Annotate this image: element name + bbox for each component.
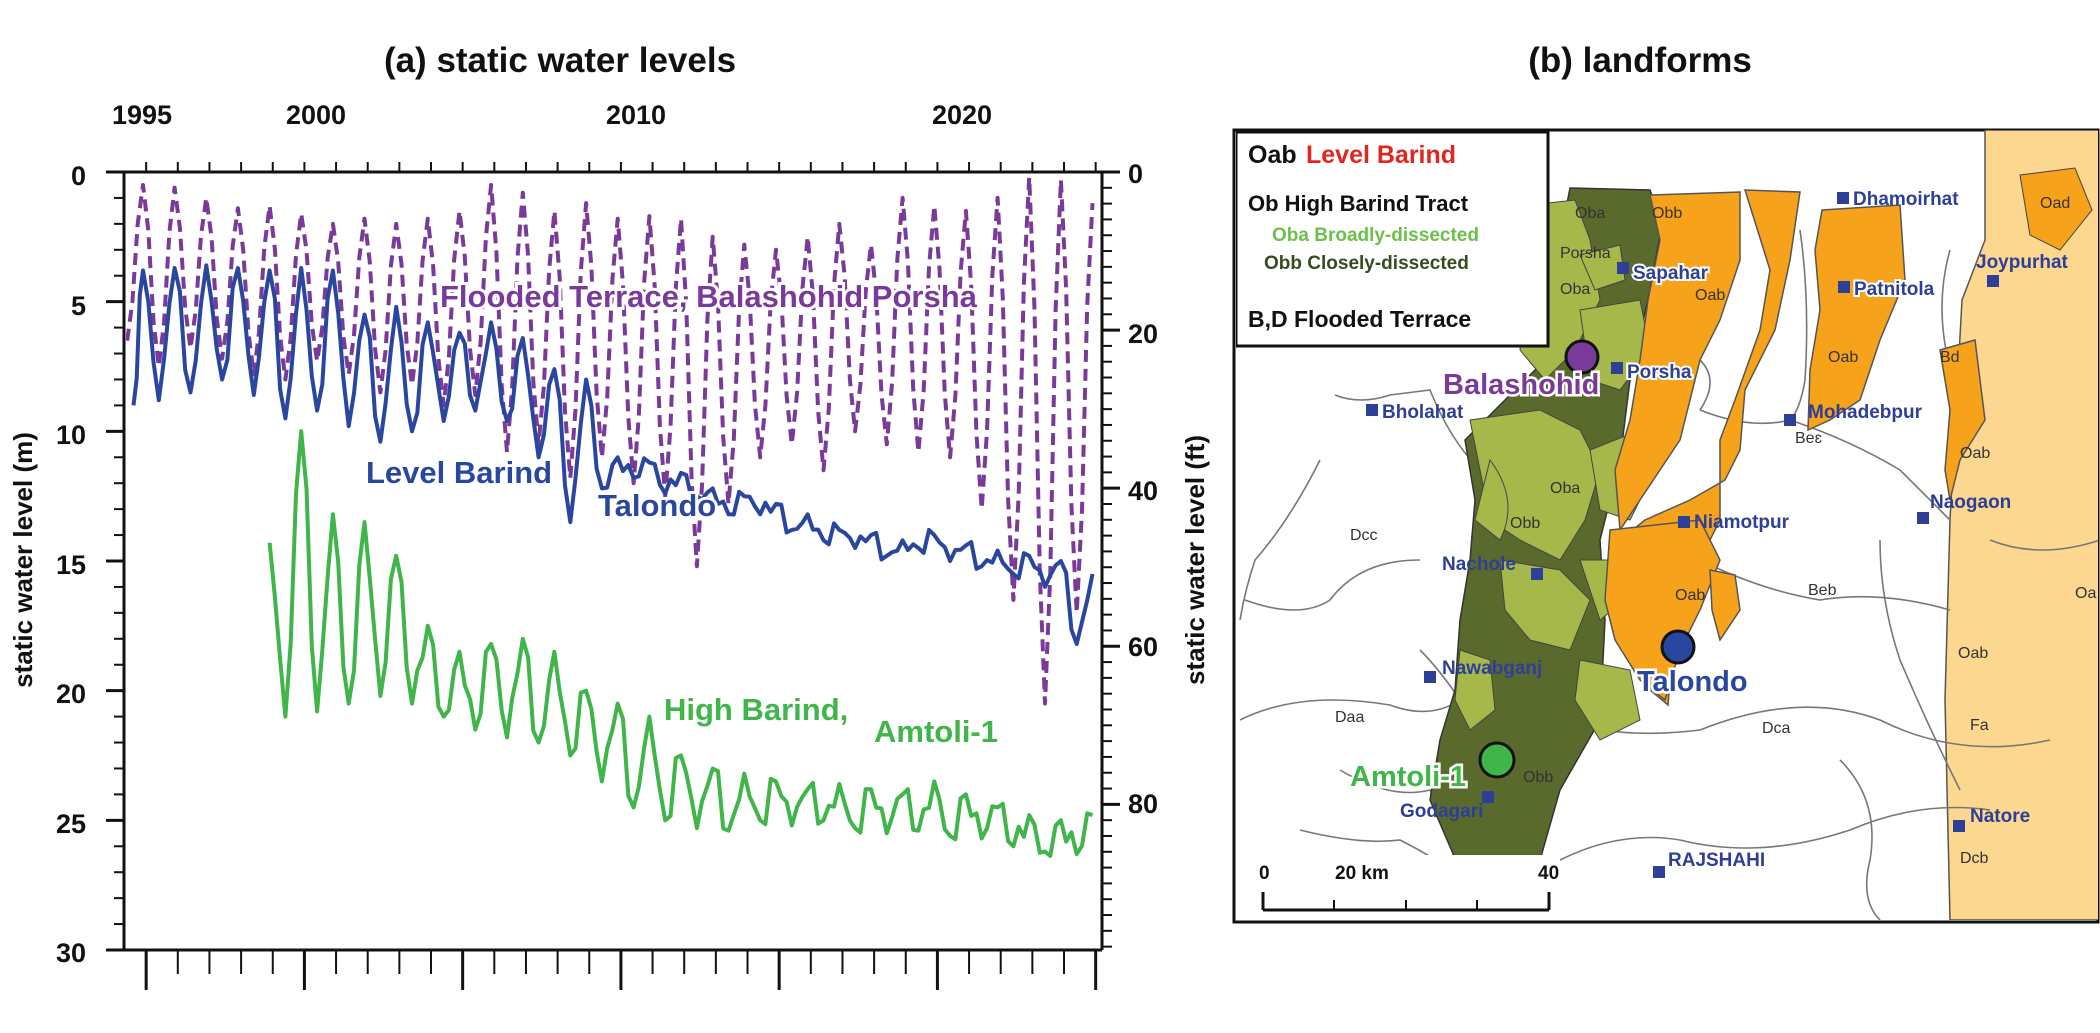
oad-patch [2019,167,2093,251]
x-tick-label: 2020 [932,100,992,130]
y-right-tick-label: 60 [1128,632,1158,662]
unit-label: Porsha [1560,245,1611,262]
unit-label: Oab [1958,645,1988,662]
site-marker-amtoli [1478,741,1516,779]
town-joypurhat: Joypurhat [1976,252,2069,273]
annotation-talondo: Talondo [598,488,716,523]
town-niamotpur: Niamotpur [1694,512,1790,533]
town-mohadebpur: Mohadebpur [1808,402,1923,423]
unit-label: Oba [1575,205,1605,222]
town-godagari: Godagari [1400,801,1483,822]
y-right-tick-label: 80 [1128,789,1158,819]
x-tick-label: 2010 [606,100,666,130]
site-marker-balashohid [1564,339,1600,375]
series-line-talondo [131,263,1095,646]
legend-box [1236,130,1550,348]
unit-label: Obb [1510,515,1540,532]
x-tick-label: 2000 [286,100,346,130]
scale-label-40: 40 [1538,863,1559,884]
unit-label: Oba [1560,281,1590,298]
unit-label: Oab [1828,349,1858,366]
site-label-balashohid: Balashohid [1443,369,1599,401]
y-right-tick-label: 20 [1128,319,1158,349]
town-patnitola: Patnitola [1854,279,1935,300]
unit-label: Oba [1550,480,1580,497]
town-labels: Dhamoirhat Sapahar Patnitola Joypurhat P… [1382,189,2069,871]
y-tick-label: 30 [56,938,86,968]
map-body: Oab Level Barind Ob High Barind Tract Ob… [1236,130,2098,920]
town-sapahar: Sapahar [1633,263,1709,284]
unit-label: Oab [1675,587,1705,604]
y-axis-right-ticks [1102,170,1120,948]
x-axis-ticks [144,162,1098,990]
y-tick-label: 25 [56,809,86,839]
town-porsha: Porsha [1627,362,1692,383]
town-dhamoirhat: Dhamoirhat [1853,189,1959,210]
y-tick-label: 0 [71,161,86,191]
annotation-high-barind: High Barind, [664,692,848,727]
town-bholahat: Bholahat [1382,402,1464,423]
unit-label: Bd [1940,349,1960,366]
legend-oab-code: Oab [1248,141,1297,169]
unit-label: Obb [1523,769,1553,786]
unit-label: Oab [1695,287,1725,304]
town-markers [1366,192,1999,878]
legend-ob: Ob High Barind Tract [1248,191,1469,216]
chart-title: (a) static water levels [384,41,736,80]
plot-area [126,175,1095,858]
y-axis-label: static water level (m) [8,432,38,688]
town-nawabganj: Nawabganj [1442,658,1542,679]
map-panel-b: (b) landforms [1232,41,2100,924]
site-label-amtoli: Amtoli-1 [1350,761,1466,793]
map-title: (b) landforms [1528,41,1752,80]
legend-oab-name: Level Barind [1306,141,1456,169]
unit-label: Oab [1960,445,1990,462]
chart-panel-a: (a) static water levels 1995 2000 2010 2… [8,41,1210,990]
oab-level-barind-areas [1604,189,1986,707]
legend-obb: Obb Closely-dissected [1264,253,1469,274]
y-right-tick-label: 40 [1128,476,1158,506]
site-marker-talondo [1660,629,1696,665]
legend-bd: B,D Flooded Terrace [1248,306,1471,332]
x-tick-label: 1995 [112,100,172,130]
y-axis-left-ticks [106,170,124,952]
annotation-level-barind: Level Barind [366,455,552,490]
unit-label: Fa [1970,717,1989,734]
scale-bar: 0 20 km 40 [1250,855,1559,915]
town-nachole: Nachole [1442,554,1516,575]
unit-label: Oad [2040,195,2070,212]
unit-label: Obb [1652,205,1682,222]
unit-label: Oa [2075,585,2096,602]
site-label-talondo: Talondo [1637,666,1748,698]
series-line-balashohid-porsha [126,175,1095,706]
y-tick-label: 5 [71,291,86,321]
town-natore: Natore [1970,806,2030,827]
unit-label: Beɛ [1795,430,1822,447]
y-tick-label: 10 [56,420,86,450]
y-axis-right-label: static water level (ft) [1180,435,1210,685]
y-tick-label: 15 [56,550,86,580]
town-rajshahi: RAJSHAHI [1668,850,1765,871]
series-line-amtoli [267,429,1094,858]
scale-label-20: 20 km [1335,863,1389,884]
town-naogaon: Naogaon [1930,492,2011,513]
unit-label: Dcc [1350,527,1378,544]
unit-label: Dcb [1960,850,1989,867]
y-right-tick-label: 0 [1128,159,1143,189]
annotation-amtoli: Amtoli-1 [874,714,998,749]
pale-oab-area [1944,130,2098,920]
map-unit-labels: Oba Obb Porsha Oba Oab Oad Bd Oab Beɛ Oa… [1335,195,2096,867]
annotation-flooded-terrace: Flooded Terrace, Balashohid Porsha [440,279,978,314]
scale-label-0: 0 [1259,863,1270,884]
unit-label: Daa [1335,709,1364,726]
unit-label: Dca [1762,720,1791,737]
legend-oba: Oba Broadly-dissected [1272,225,1479,246]
y-tick-label: 20 [56,679,86,709]
unit-label: Beb [1808,582,1837,599]
